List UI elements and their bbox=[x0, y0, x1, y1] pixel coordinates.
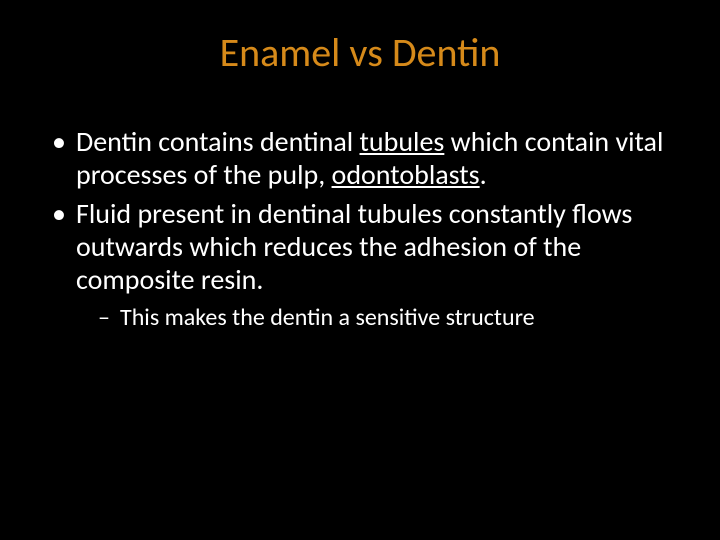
bullet-text: Fluid present in dentinal tubules consta… bbox=[76, 196, 632, 297]
slide-title: Enamel vs Dentin bbox=[40, 28, 680, 77]
sub-list-item: This makes the dentin a sensitive struct… bbox=[98, 304, 680, 333]
sub-bullet-list: This makes the dentin a sensitive struct… bbox=[76, 304, 680, 333]
list-item: Dentin contains dentinal tubules which c… bbox=[50, 125, 680, 191]
list-item: Fluid present in dentinal tubules consta… bbox=[50, 197, 680, 333]
sub-bullet-text: This makes the dentin a sensitive struct… bbox=[120, 303, 535, 332]
bullet-text: Dentin contains dentinal tubules which c… bbox=[76, 124, 663, 192]
slide: Enamel vs Dentin Dentin contains dentina… bbox=[0, 0, 720, 540]
bullet-list: Dentin contains dentinal tubules which c… bbox=[40, 125, 680, 333]
